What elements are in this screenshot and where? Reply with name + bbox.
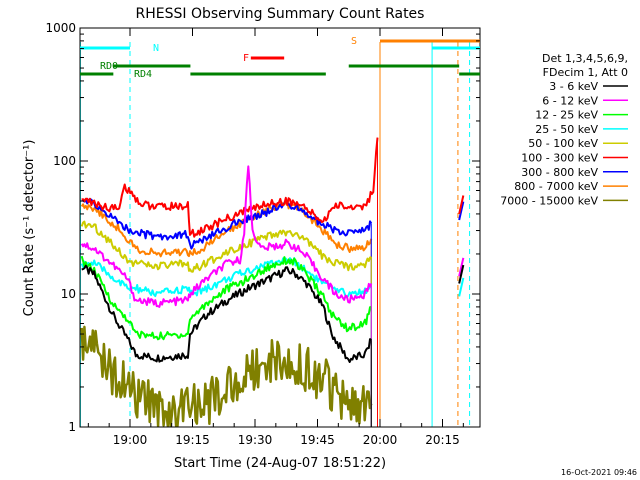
x-tick-label-1: 19:15 [175, 433, 210, 447]
series-line-2 [80, 255, 372, 341]
legend-label-7: 800 - 7000 keV [514, 180, 598, 193]
series-line-8 [80, 325, 373, 427]
y-tick-label-0: 1 [68, 420, 76, 434]
y-axis-label: Count Rate (s⁻¹ detector⁻¹) [22, 140, 37, 317]
x-tick-label-4: 20:00 [363, 433, 398, 447]
flag-label-s: S [351, 36, 357, 47]
series-late-6 [458, 201, 465, 221]
series-late-5 [458, 195, 465, 215]
x-tick-label-5: 20:15 [425, 433, 460, 447]
flag-label-n: N [153, 43, 159, 54]
legend-label-8: 7000 - 15000 keV [500, 194, 598, 207]
legend-label-3: 25 - 50 keV [535, 123, 598, 136]
series-line-1 [80, 165, 373, 308]
y-tick-label-2: 100 [53, 154, 76, 168]
x-tick-label-0: 19:00 [113, 433, 148, 447]
legend-header-0: Det 1,3,4,5,6,9, [542, 52, 628, 65]
series-late-0 [458, 264, 465, 284]
legend: Det 1,3,4,5,6,9,FDecim 1, Att 03 - 6 keV… [500, 52, 628, 207]
footer-timestamp: 16-Oct-2021 09:46 [561, 468, 637, 477]
x-tick-label-3: 19:45 [300, 433, 335, 447]
series-line-4 [80, 220, 372, 273]
plot-frame [79, 27, 481, 428]
series-late-3 [458, 277, 465, 297]
legend-label-4: 50 - 100 keV [528, 137, 598, 150]
legend-header-1: FDecim 1, Att 0 [543, 66, 628, 79]
series-line-6 [81, 197, 373, 250]
series-late-1 [458, 257, 465, 277]
legend-label-5: 100 - 300 keV [521, 152, 598, 165]
flag-label-rd4: RD4 [134, 69, 152, 80]
legend-label-1: 6 - 12 keV [542, 94, 598, 107]
series-line-5 [81, 137, 379, 238]
flag-label-f: F [243, 53, 249, 64]
y-tick-label-1: 10 [61, 287, 76, 301]
series-line-0 [81, 264, 372, 363]
x-axis-label: Start Time (24-Aug-07 18:51:22) [174, 456, 386, 471]
legend-label-0: 3 - 6 keV [549, 80, 598, 93]
legend-label-2: 12 - 25 keV [535, 109, 598, 122]
x-tick-label-2: 19:30 [238, 433, 273, 447]
series-line-3 [80, 257, 373, 299]
y-tick-label-3: 1000 [45, 21, 76, 35]
legend-label-6: 300 - 800 keV [521, 166, 598, 179]
chart-title: RHESSI Observing Summary Count Rates [136, 6, 425, 22]
flag-label-rd0: RD0 [100, 61, 118, 72]
